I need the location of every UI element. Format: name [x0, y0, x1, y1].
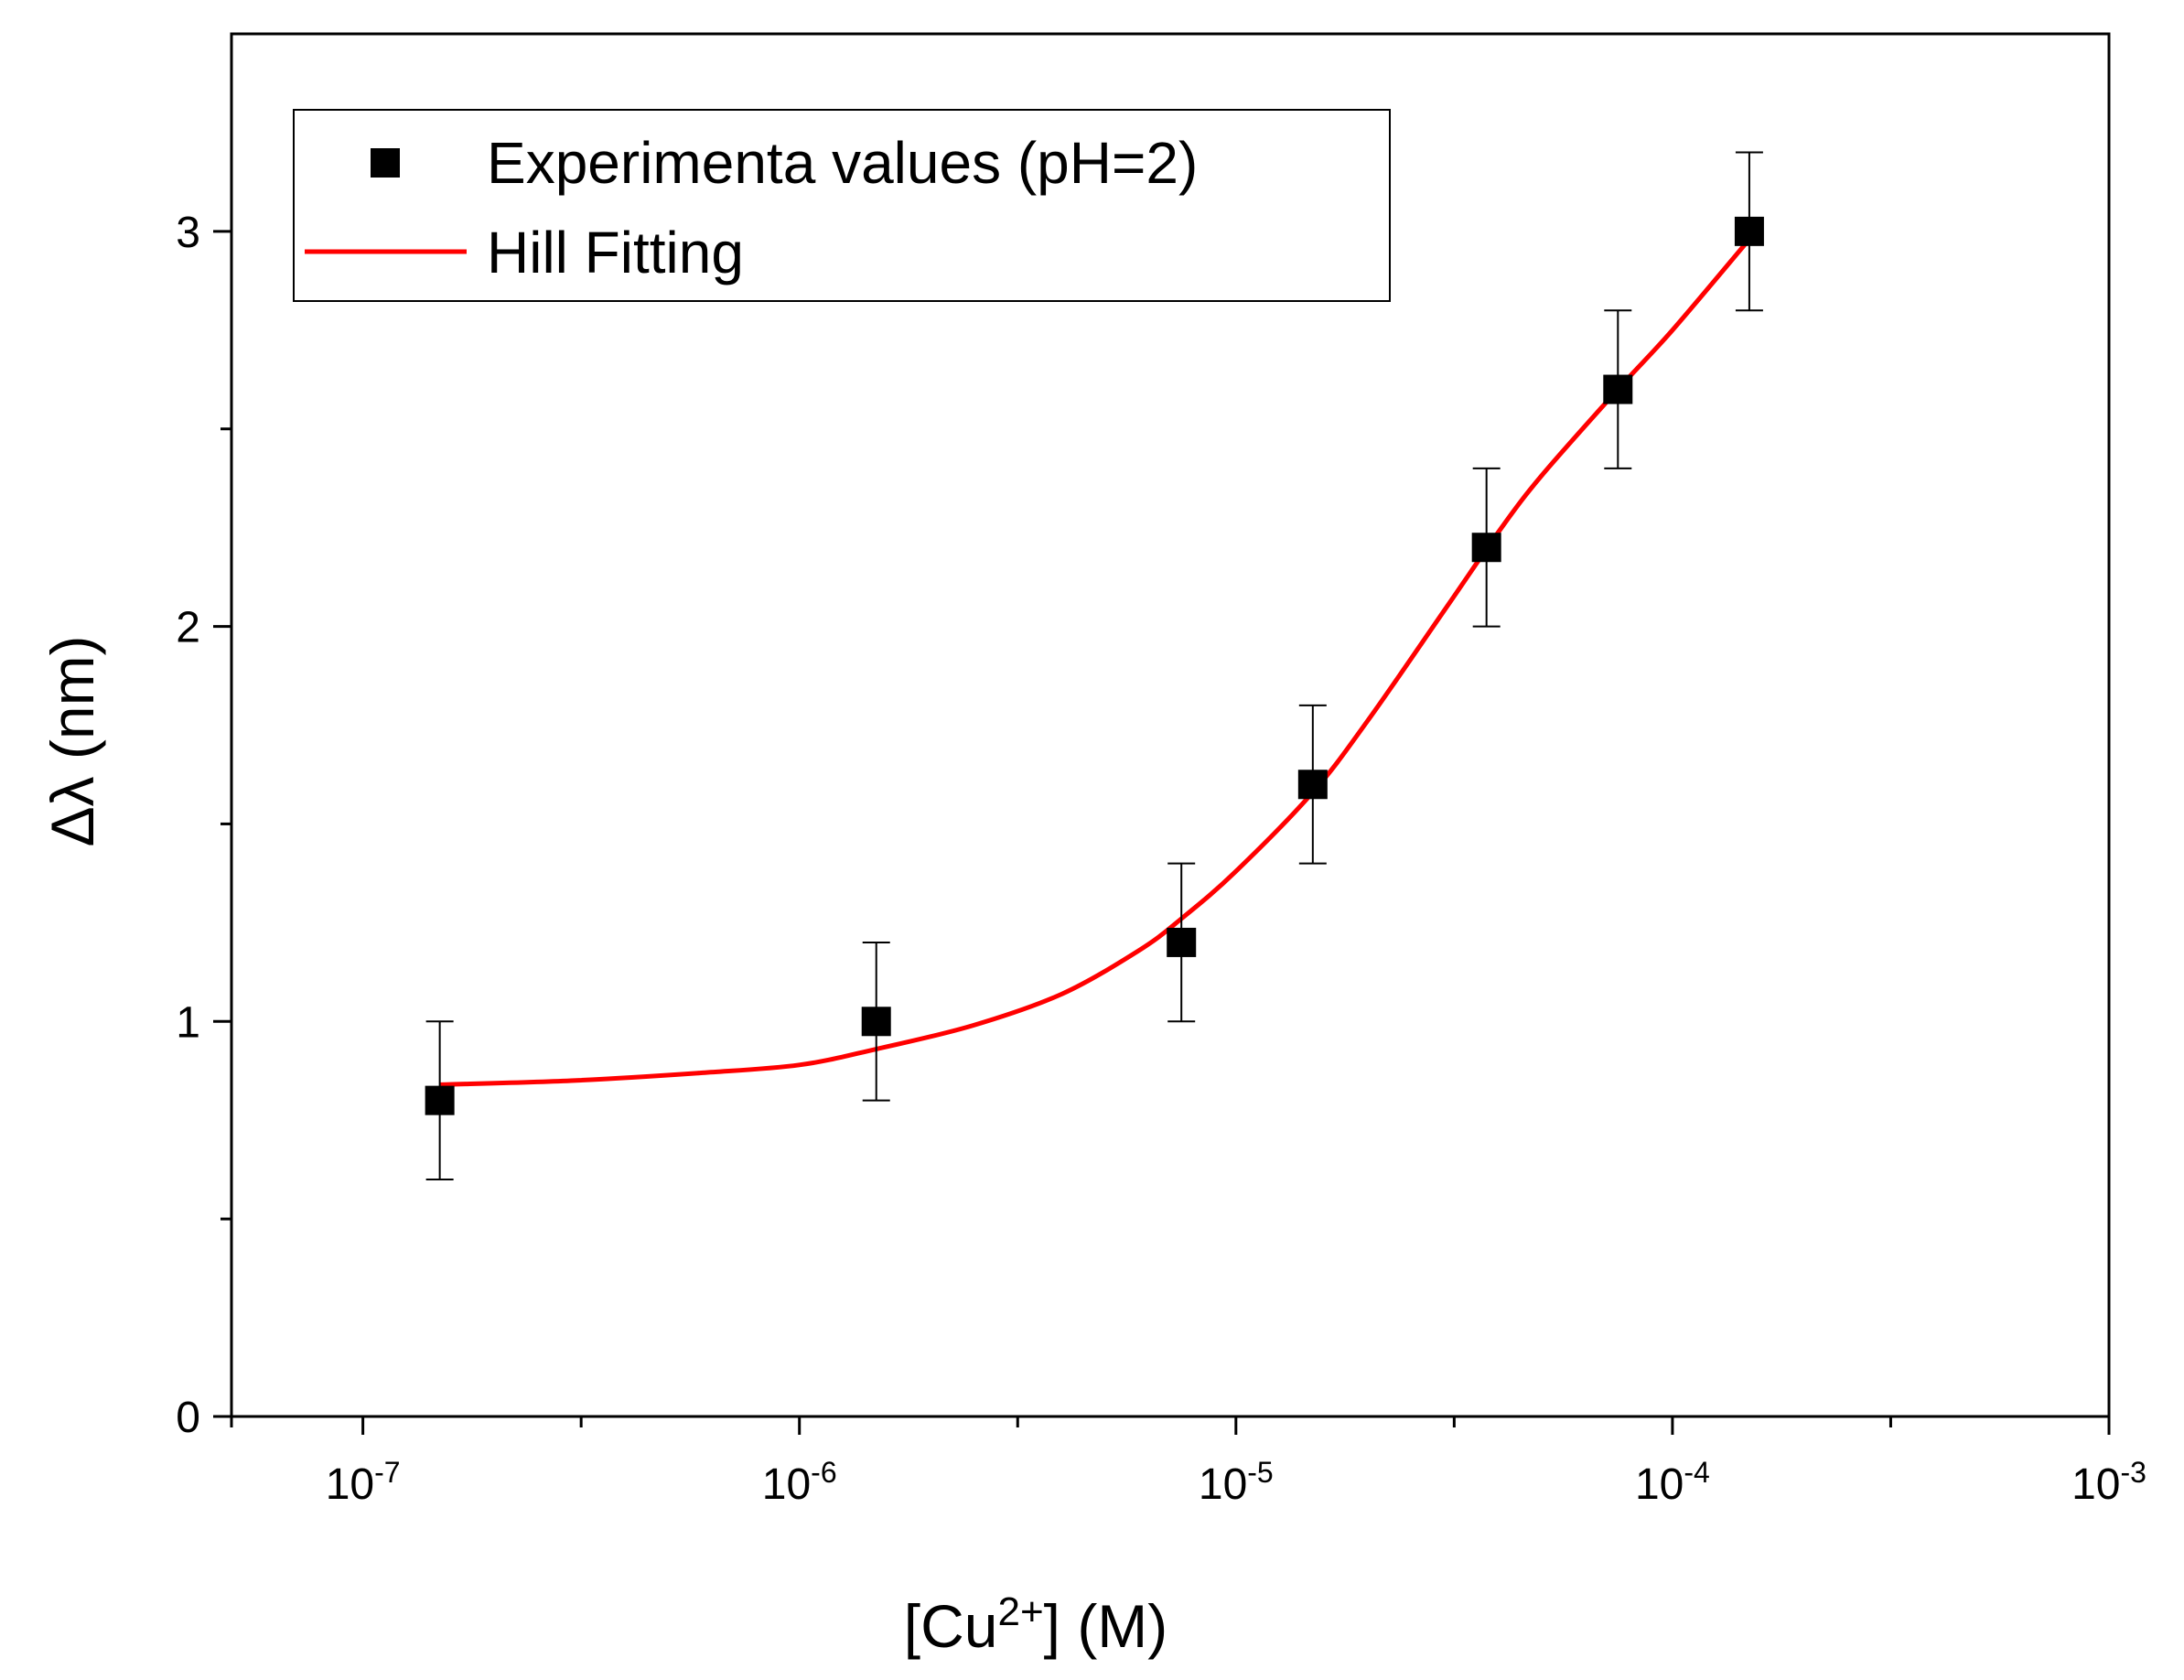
x-tick-label-base: 10 — [1635, 1460, 1684, 1509]
data-point-marker — [861, 1007, 891, 1037]
legend: Experimenta values (pH=2) Hill Fitting — [293, 109, 1391, 302]
legend-marker-square — [371, 148, 400, 178]
x-tick-label-base: 10 — [1199, 1460, 1247, 1509]
y-axis-title: Δλ (nm) — [38, 635, 106, 846]
x-tick-label-exponent: -5 — [1247, 1456, 1273, 1489]
legend-label-hill-fitting: Hill Fitting — [487, 220, 744, 285]
x-tick-label: 10-7 — [326, 1456, 401, 1509]
y-tick-label: 0 — [176, 1394, 200, 1442]
y-tick-label: 2 — [176, 604, 200, 652]
data-point-marker — [1603, 374, 1633, 404]
legend-box — [293, 109, 1391, 302]
x-tick-label-exponent: -3 — [2120, 1456, 2146, 1489]
x-tick-label-base: 10 — [762, 1460, 811, 1509]
y-tick-label: 1 — [176, 998, 200, 1047]
legend-label-experimental: Experimenta values (pH=2) — [487, 130, 1198, 196]
data-point-marker — [1167, 927, 1197, 957]
x-tick-label-exponent: -6 — [811, 1456, 836, 1489]
x-tick-label-base: 10 — [326, 1460, 374, 1509]
x-tick-label-base: 10 — [2071, 1460, 2120, 1509]
x-tick-label-exponent: -7 — [374, 1456, 400, 1489]
x-tick-label: 10-5 — [1199, 1456, 1274, 1509]
x-tick-label: 10-4 — [1635, 1456, 1710, 1509]
x-axis-title-prefix: [Cu — [904, 1592, 998, 1660]
y-tick-label: 3 — [176, 209, 200, 257]
x-tick-label-exponent: -4 — [1684, 1456, 1709, 1489]
data-point-marker — [1471, 533, 1501, 563]
x-axis-title-suffix: ] (M) — [1044, 1592, 1168, 1660]
data-point-marker — [1734, 216, 1764, 246]
hill-fit-line — [439, 237, 1751, 1087]
x-axis-title: [Cu2+] (M) — [904, 1589, 1168, 1661]
data-point-marker — [425, 1085, 455, 1115]
x-tick-label: 10-6 — [762, 1456, 837, 1509]
x-tick-label: 10-3 — [2071, 1456, 2146, 1509]
data-point-marker — [1297, 770, 1328, 800]
plot-area-frame — [230, 32, 2111, 1418]
x-axis-title-superscript: 2+ — [997, 1589, 1043, 1634]
